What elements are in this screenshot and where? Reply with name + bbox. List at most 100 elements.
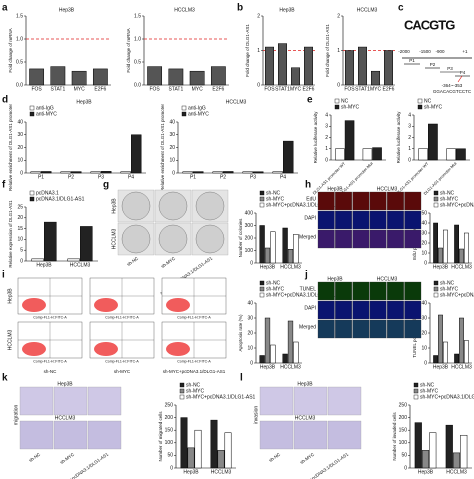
x-tick-label: STAT1 (168, 86, 183, 92)
fluorescence-image (317, 319, 335, 339)
y-tick-label: 10 (169, 158, 175, 164)
fluorescence-image (317, 210, 335, 230)
group-title: Hep3B (327, 276, 343, 282)
legend-swatch (181, 105, 187, 111)
y-tick-label: 0 (424, 360, 427, 366)
panel-label: i (2, 270, 5, 281)
panel-label: h (305, 180, 311, 191)
transwell-image (293, 420, 328, 450)
fluorescence-image (352, 191, 370, 211)
y-tick-label: 0 (172, 170, 175, 176)
bar (282, 353, 288, 364)
dish (121, 224, 151, 254)
y-tick-label: 3 (325, 124, 328, 130)
y-tick-label: 20 (169, 145, 175, 151)
legend-label: sh-MYC (266, 286, 284, 292)
legend-swatch (259, 190, 265, 196)
y-axis-label: Apoptosis rate (%) (238, 314, 243, 352)
x-tick-label: FOS (149, 86, 160, 92)
group-title: Hep3B (297, 381, 313, 387)
y-tick-label: 30 (247, 315, 253, 321)
bar (446, 148, 456, 161)
bar (291, 67, 300, 86)
legend-label: sh-NC (420, 382, 435, 388)
y-tick-label: 1 (337, 48, 340, 54)
bar (287, 320, 294, 364)
bar (265, 46, 274, 86)
fluorescence-image (387, 300, 404, 320)
y-axis-label: Number of migrated cells (158, 411, 163, 462)
bar (44, 221, 57, 262)
x-tick-label: HCCLM3 (451, 364, 472, 370)
bar (438, 247, 443, 264)
legend-label: sh-MYC+pcDNA3.1/DLG1-AS1 (186, 394, 256, 400)
y-tick-label: 10 (17, 158, 23, 164)
group-title: HCCLM3 (377, 186, 398, 192)
bar (384, 50, 393, 86)
y-axis-label: Relative luciferase activity (396, 111, 401, 164)
x-tick-label: MYC (192, 86, 204, 92)
y-tick-label: 0.0 (16, 82, 23, 88)
x-tick-label: Hep3B (433, 264, 449, 270)
coord-label: +1 (462, 49, 468, 54)
flow-axis: Comp-FL1-H::FITC-A (33, 359, 67, 363)
bar (433, 222, 439, 264)
y-tick-label: 40 (169, 119, 175, 125)
group-title: Hep3B (327, 186, 343, 192)
transwell-image (87, 386, 122, 416)
bar (90, 171, 101, 174)
x-tick-label: FOS (344, 86, 355, 92)
y-tick-label: 20 (17, 215, 23, 221)
legend-swatch (334, 104, 340, 110)
fluorescence-image (352, 300, 370, 320)
y-tick-label: 10 (421, 250, 427, 256)
legend-label: anti-IgG (36, 105, 54, 111)
dish (158, 224, 188, 254)
y-tick-label: 0.5 (16, 59, 23, 65)
legend-swatch (259, 280, 265, 286)
x-tick-label: P2 (220, 174, 226, 180)
x-tick-label: HCCLM3 (280, 364, 301, 370)
row-label: Merged (299, 324, 316, 330)
bar (270, 344, 276, 364)
y-tick-label: 100 (399, 440, 408, 446)
panel-label: c (398, 3, 404, 14)
column-label: sh-MYC (59, 451, 76, 465)
y-tick-label: 4 (325, 112, 328, 118)
bar (242, 171, 253, 174)
y-tick-label: 2 (408, 135, 411, 141)
x-tick-label: P3 (98, 174, 104, 180)
y-tick-label: 0 (424, 260, 427, 266)
y-tick-label: 150 (165, 428, 174, 434)
y-tick-label: 40 (421, 220, 427, 226)
bar (31, 258, 44, 262)
y-axis-label: Relative enrichment of DLG1-AS1 promoter (160, 103, 165, 191)
x-tick-label: Hep3B (260, 264, 276, 270)
y-tick-label: 30 (421, 230, 427, 236)
y-tick-label: 150 (399, 428, 408, 434)
y-tick-label: 30 (169, 132, 175, 138)
bar (459, 317, 464, 364)
x-tick-label: E2F6 (94, 86, 106, 92)
y-tick-label: 0 (257, 82, 260, 88)
bar (272, 171, 283, 174)
x-tick-label: Hep3B (36, 262, 52, 268)
legend-label: sh-MYC (440, 286, 458, 292)
fluorescence-image (335, 319, 352, 339)
row-label: HCCLM3 (7, 330, 13, 351)
chart-title: Hep3B (59, 7, 75, 13)
panel-label: a (2, 3, 8, 14)
bar (345, 50, 354, 86)
flow-axis: Comp-FL1-H::FITC-A (105, 315, 139, 319)
y-tick-label: 10 (17, 237, 23, 243)
bar (71, 70, 87, 86)
fluorescence-image (369, 300, 387, 320)
y-tick-label: 40 (421, 300, 427, 306)
flow-axis: Comp-FL1-H::FITC-A (177, 315, 211, 319)
x-tick-label: STAT1 (50, 86, 65, 92)
dish (195, 191, 225, 221)
legend-swatch (259, 202, 265, 208)
row-label: EdU (306, 196, 316, 202)
y-tick-label: 40 (17, 119, 23, 125)
y-axis-label: Fold change of DLG1-AS1 (325, 24, 330, 77)
